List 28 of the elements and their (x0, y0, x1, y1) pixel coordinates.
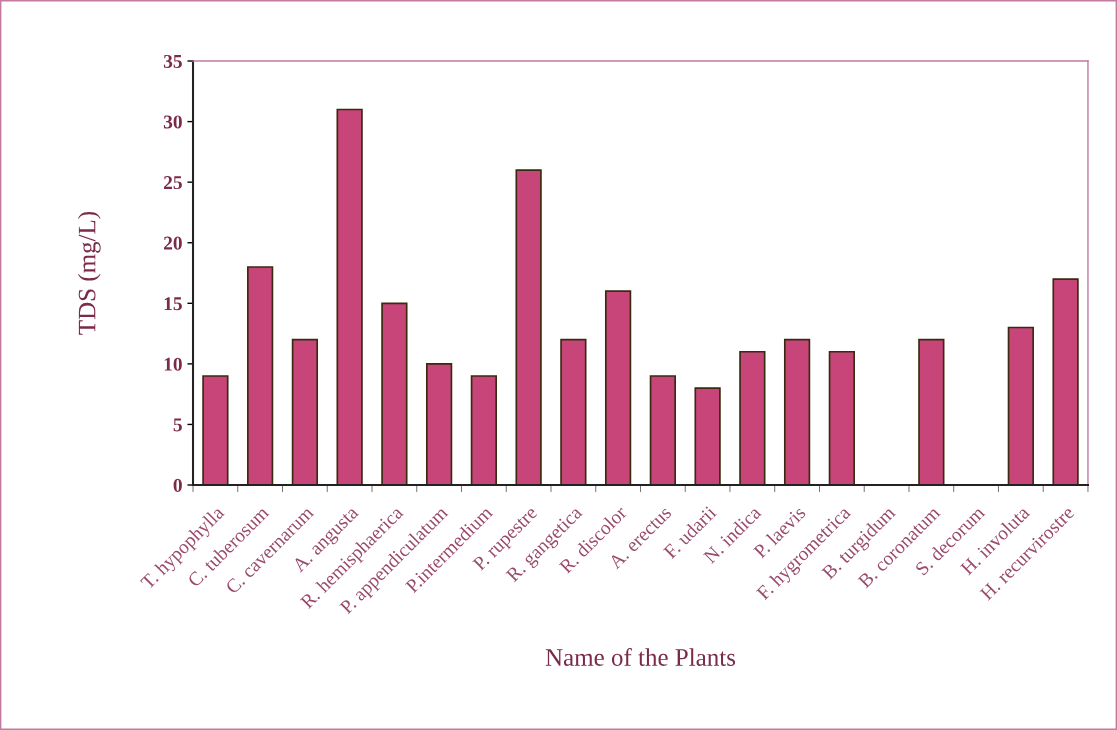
bar (828, 350, 855, 486)
bar (202, 375, 229, 486)
y-tick-label: 25 (163, 176, 182, 190)
bar (470, 375, 498, 486)
y-tick-label: 15 (164, 297, 182, 311)
bar (560, 338, 587, 486)
y-tick-label: 0 (173, 478, 182, 492)
y-tick-label: 35 (163, 54, 182, 68)
x-axis-title: Name of the Plants (545, 648, 736, 666)
y-axis-title: TDS (mg/L) (77, 211, 101, 335)
bar (425, 363, 453, 486)
bar (739, 350, 766, 486)
bar (515, 169, 542, 486)
bar (336, 108, 363, 486)
bar (291, 338, 319, 486)
bar (1052, 278, 1079, 486)
bar (783, 338, 811, 486)
bar (381, 302, 408, 486)
bar (604, 290, 632, 486)
bar (246, 266, 274, 486)
y-tick-label: 30 (163, 115, 182, 129)
bar (649, 375, 677, 486)
y-tick-label: 10 (164, 357, 182, 371)
bar (694, 387, 721, 486)
y-tick-label: 20 (163, 236, 182, 250)
bar (1007, 326, 1034, 486)
bar (918, 338, 945, 486)
y-tick-label: 5 (173, 418, 182, 432)
